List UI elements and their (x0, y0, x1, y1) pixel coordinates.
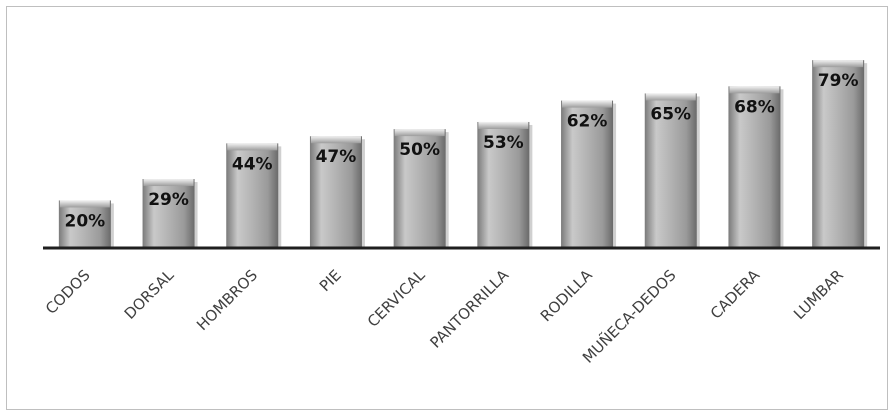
data-label: 29% (148, 190, 189, 210)
x-tick-label: HOMBROS (193, 266, 261, 334)
bar-cap (729, 86, 779, 93)
x-tick-label: PANTORRILLA (427, 266, 513, 352)
x-tick-label: LUMBAR (790, 266, 847, 323)
data-label: 47% (316, 147, 357, 167)
x-tick-label: DORSAL (121, 266, 178, 323)
bar-cap (227, 143, 277, 150)
data-label: 79% (818, 71, 859, 91)
data-label: 68% (734, 97, 775, 117)
x-tick-label: PIE (316, 266, 345, 295)
data-label: 62% (567, 112, 608, 132)
x-tick-label: CODOS (42, 266, 94, 318)
x-tick-labels-group: CODOS DORSAL HOMBROS PIE CERVICALPANTORRILLA… (42, 265, 847, 366)
bar-cap (646, 93, 696, 100)
bar-cap (311, 136, 361, 143)
data-label: 50% (399, 140, 440, 160)
bar-cap (144, 179, 194, 186)
data-label: 20% (64, 211, 105, 231)
bar-cap (478, 122, 528, 129)
x-tick-label: CADERA (707, 266, 764, 323)
bar-cap (395, 129, 445, 136)
bar-cap (60, 200, 110, 207)
data-label: 44% (232, 154, 273, 174)
data-label: 53% (483, 133, 524, 153)
bars-group (59, 60, 867, 248)
x-tick-label: RODILLA (537, 266, 597, 326)
x-tick-label: CERVICAL (364, 266, 429, 331)
bar-cap (562, 101, 612, 108)
data-label: 65% (650, 104, 691, 124)
bar-cap (813, 60, 863, 67)
